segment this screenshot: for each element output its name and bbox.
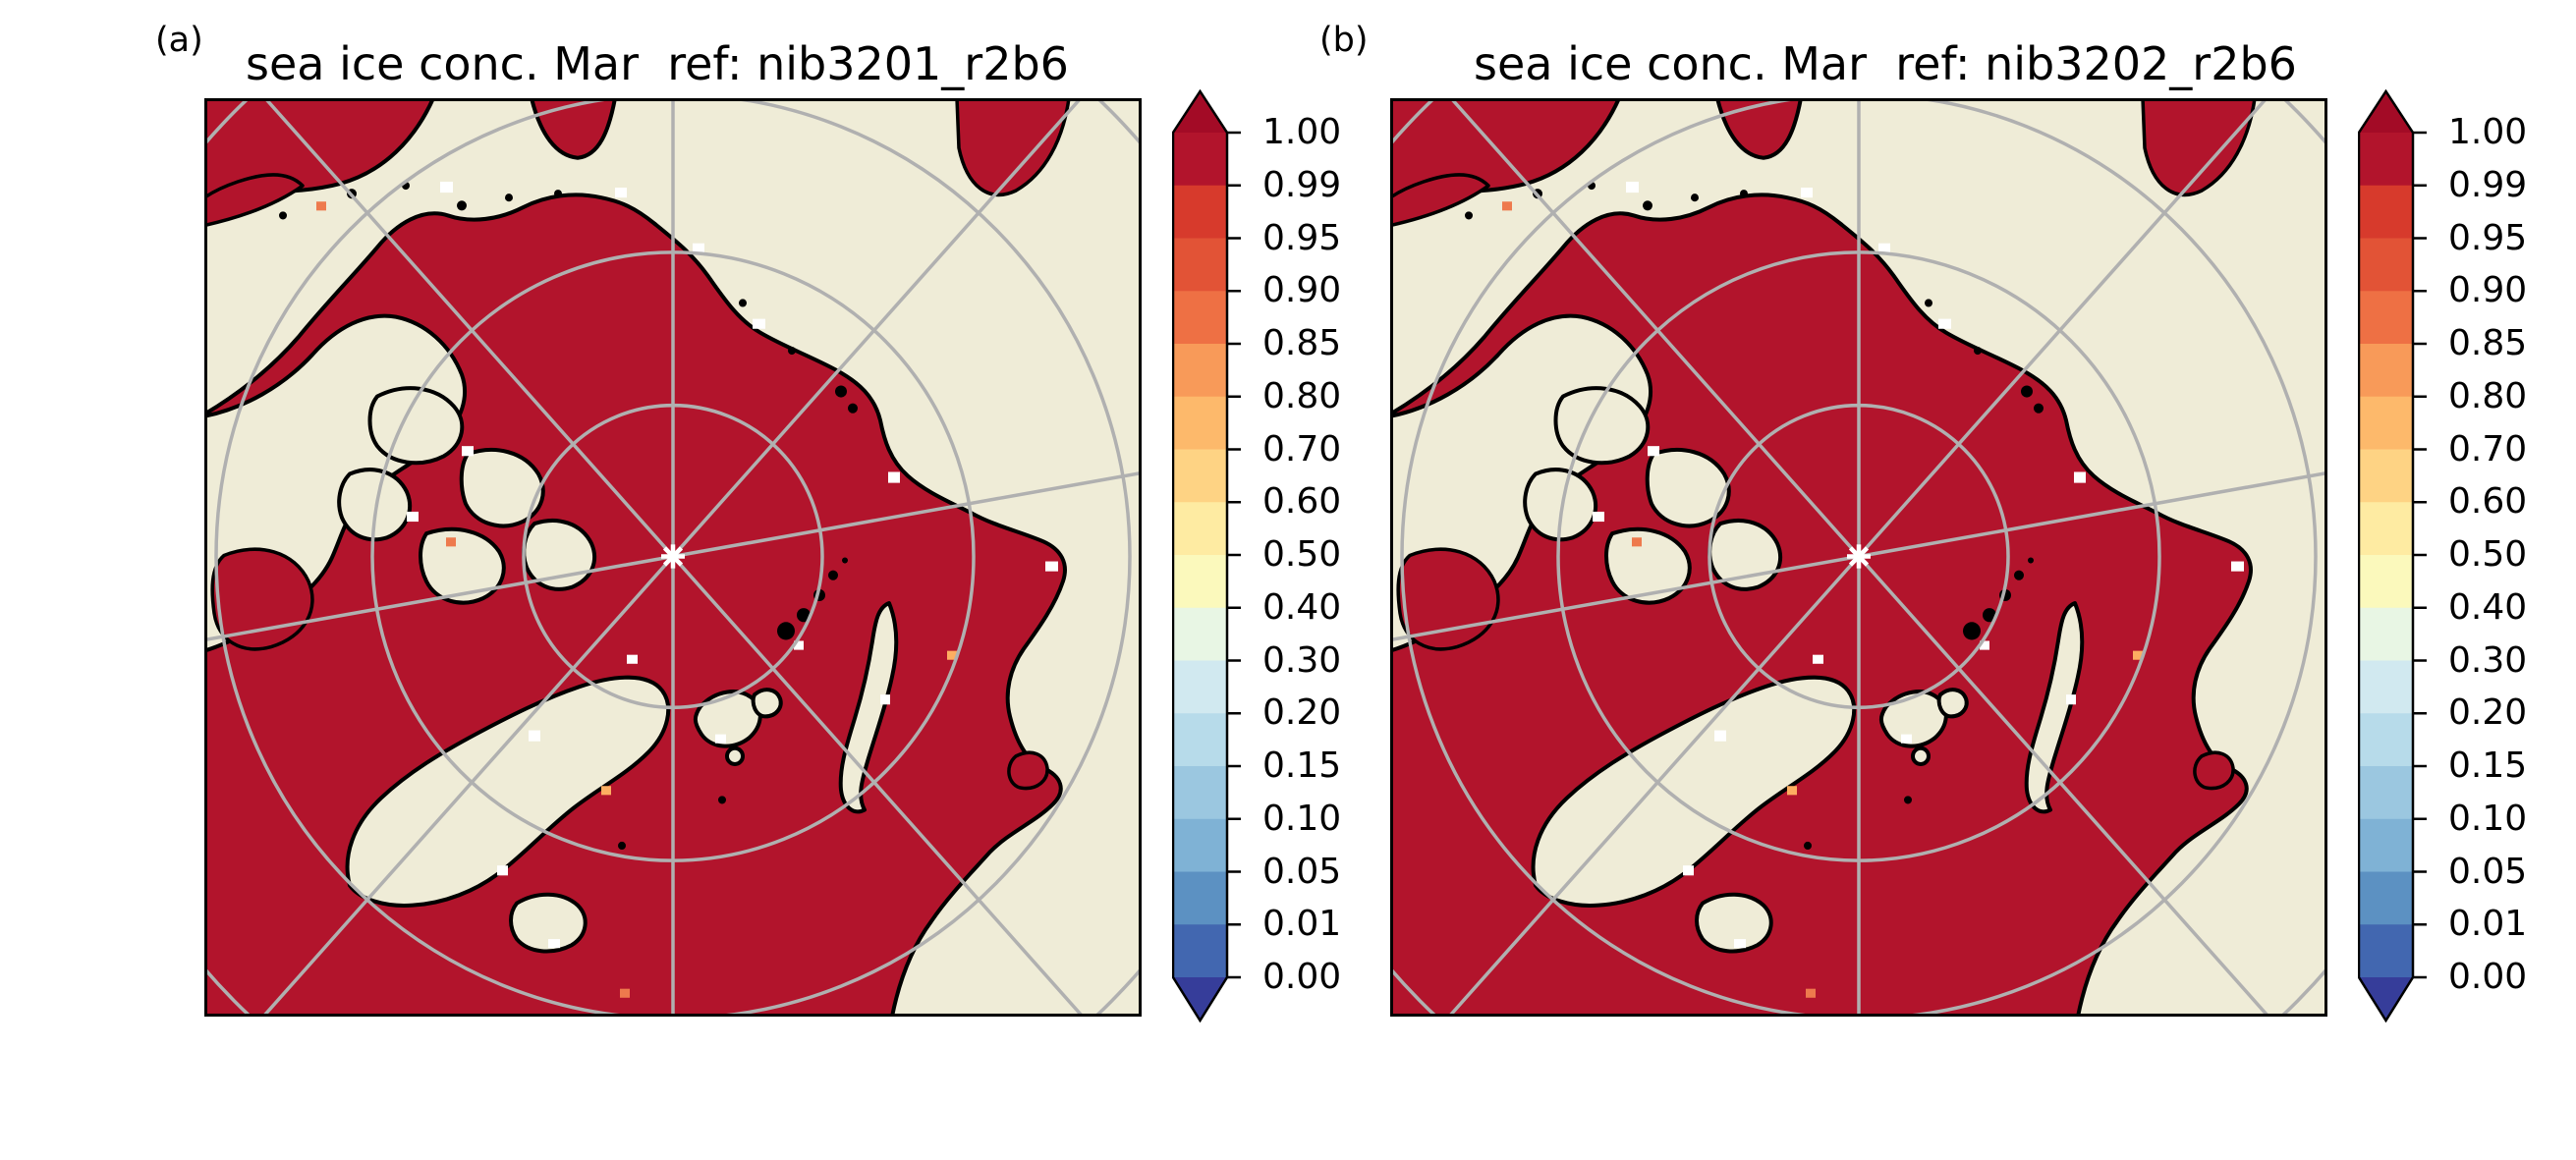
colorbar-segment — [2359, 185, 2413, 240]
colorbar-segment — [1173, 238, 1227, 292]
colorbar-segment — [1173, 713, 1227, 767]
colorbar-tick-label: 0.20 — [1262, 692, 1342, 734]
colorbar-segment — [2359, 713, 2413, 767]
colorbar-segment — [1173, 344, 1227, 398]
colorbar-tick-label: 0.60 — [2448, 481, 2528, 523]
colorbar-tick-label: 1.00 — [1262, 112, 1342, 152]
colorbar-segment — [2359, 502, 2413, 556]
sea-ice-map-b — [1390, 98, 2327, 1017]
colorbar-tick-label: 0.50 — [1262, 534, 1342, 575]
colorbar-segment — [2359, 924, 2413, 978]
colorbar-under-arrow — [1173, 977, 1227, 1021]
colorbar-tick-label: 0.95 — [1262, 217, 1342, 258]
colorbar-tick-label: 0.01 — [1262, 904, 1342, 945]
colorbar-tick-label: 0.95 — [2448, 217, 2528, 258]
colorbar-a: 1.00 0.99 0.95 0.90 0.85 0.80 0.70 0.60 0.50 0.40… — [1172, 89, 1418, 1024]
colorbar-tick-label: 0.90 — [2448, 270, 2528, 311]
colorbar-tick-label: 0.00 — [2448, 957, 2528, 997]
colorbar-tick-label: 0.30 — [1262, 639, 1342, 681]
colorbar-tick-label: 0.30 — [2448, 639, 2528, 681]
panel-label-b: (b) — [1319, 21, 1369, 60]
colorbar-tick-label: 0.85 — [1262, 323, 1342, 363]
colorbar-under-arrow — [2359, 977, 2413, 1021]
colorbar-tick-label: 0.20 — [2448, 692, 2528, 734]
panel-label-a: (a) — [155, 21, 203, 60]
colorbar-tick-label: 0.50 — [2448, 534, 2528, 575]
colorbar-segment — [2359, 133, 2413, 187]
colorbar-tick-label: 0.01 — [2448, 904, 2528, 945]
colorbar-tick-label: 0.00 — [1262, 957, 1342, 997]
colorbar-tick-label: 0.70 — [2448, 428, 2528, 470]
colorbar-segment — [2359, 396, 2413, 451]
colorbar-segment — [1173, 660, 1227, 714]
colorbar-segment — [1173, 818, 1227, 873]
colorbar-tick-label: 0.90 — [1262, 270, 1342, 311]
colorbar-tick-label: 0.80 — [1262, 375, 1342, 416]
colorbar-tick-label: 0.99 — [1262, 164, 1342, 205]
colorbar-over-arrow — [2359, 91, 2413, 133]
colorbar-segment — [1173, 449, 1227, 503]
colorbar-segment — [2359, 291, 2413, 345]
colorbar-tick-label: 0.40 — [2448, 586, 2528, 628]
colorbar-tick-label: 0.05 — [2448, 851, 2528, 892]
colorbar-segment — [2359, 607, 2413, 662]
colorbar-segment — [1173, 871, 1227, 925]
colorbar-segment — [2359, 660, 2413, 714]
colorbar-tick-label: 0.70 — [1262, 428, 1342, 470]
colorbar-segment — [2359, 344, 2413, 398]
colorbar-tick-label: 0.15 — [2448, 746, 2528, 786]
colorbar-b: 1.00 0.99 0.95 0.90 0.85 0.80 0.70 0.60 0.50 0.40… — [2358, 89, 2576, 1024]
colorbar-segment — [1173, 924, 1227, 978]
colorbar-segment — [1173, 502, 1227, 556]
colorbar-tick-label: 0.40 — [1262, 586, 1342, 628]
panel-title-a: sea ice conc. Mar ref: nib3201_r2b6 — [246, 37, 1069, 90]
colorbar-tick-label: 0.80 — [2448, 375, 2528, 416]
colorbar-tick-label: 0.99 — [2448, 164, 2528, 205]
colorbar-tick-label: 0.60 — [1262, 481, 1342, 523]
colorbar-segment — [2359, 555, 2413, 609]
colorbar-segment — [1173, 396, 1227, 451]
colorbar-tick-label: 1.00 — [2448, 112, 2528, 152]
colorbar-segment — [2359, 449, 2413, 503]
colorbar-scale — [2358, 89, 2427, 1022]
colorbar-segment — [1173, 766, 1227, 820]
colorbar-tick-label: 0.85 — [2448, 323, 2528, 363]
colorbar-tick-label: 0.15 — [1262, 746, 1342, 786]
colorbar-segment — [2359, 766, 2413, 820]
colorbar-segment — [1173, 607, 1227, 662]
colorbar-segment — [2359, 818, 2413, 873]
colorbar-segment — [2359, 238, 2413, 292]
colorbar-segment — [1173, 185, 1227, 240]
panel-title-b: sea ice conc. Mar ref: nib3202_r2b6 — [1474, 37, 2297, 90]
colorbar-tick-label: 0.05 — [1262, 851, 1342, 892]
colorbar-segment — [1173, 291, 1227, 345]
colorbar-over-arrow — [1173, 91, 1227, 133]
colorbar-segment — [1173, 133, 1227, 187]
colorbar-tick-label: 0.10 — [2448, 798, 2528, 839]
colorbar-scale — [1172, 89, 1241, 1022]
colorbar-segment — [2359, 871, 2413, 925]
colorbar-segment — [1173, 555, 1227, 609]
colorbar-tick-label: 0.10 — [1262, 798, 1342, 839]
